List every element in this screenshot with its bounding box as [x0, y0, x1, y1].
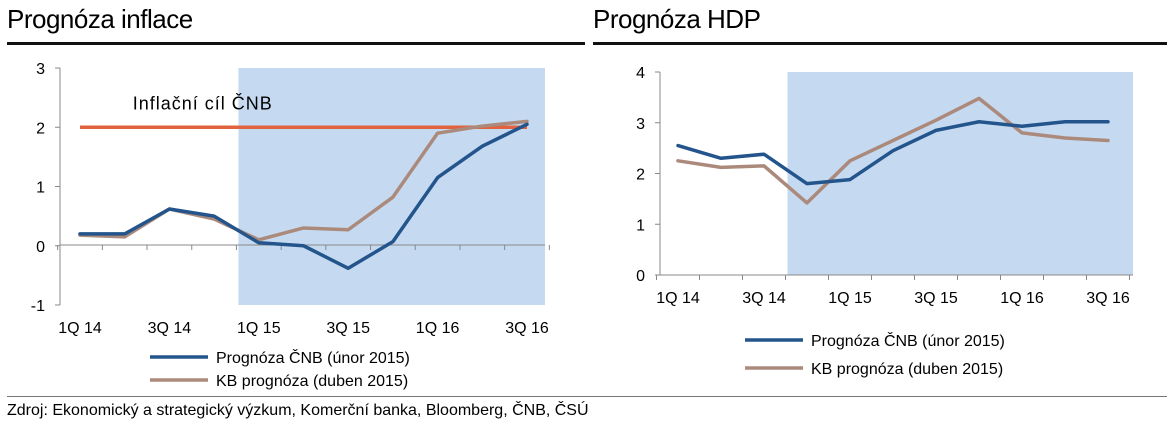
inflation-x-tick-label: 1Q 14: [58, 320, 102, 337]
gdp-legend-label-kb: KB prognóza (duben 2015): [811, 361, 1003, 378]
inflation-legend-label-kb: KB prognóza (duben 2015): [216, 373, 408, 390]
inflation-y-tick-label: 1: [36, 180, 45, 197]
gdp-x-tick-label: 1Q 15: [828, 290, 872, 307]
inflation-legend-label-cnb: Prognóza ČNB (únor 2015): [216, 348, 410, 367]
title-rule-right: [593, 42, 1167, 45]
source-note: Zdroj: Ekonomický a strategický výzkum, …: [7, 402, 589, 419]
inflation-y-tick-label: 0: [36, 239, 45, 256]
gdp-y-tick-label: 4: [636, 65, 645, 82]
gdp-x-tick-label: 1Q 16: [1000, 290, 1044, 307]
gdp-legend-label-cnb: Prognóza ČNB (únor 2015): [811, 331, 1005, 350]
gdp-series-cnb-line: [676, 119, 1110, 186]
gdp-series-kb-line: [676, 96, 1110, 205]
title-rule-left: [7, 42, 585, 45]
inflation-y-tick-label: 2: [36, 120, 45, 137]
inflation-target-label: Inflační cíl ČNB: [133, 92, 273, 113]
inflation-x-tick-label: 3Q 14: [148, 320, 192, 337]
inflation-x-tick-label: 1Q 15: [237, 320, 281, 337]
gdp-forecast-region: [787, 72, 1133, 275]
inflation-x-tick-label: 1Q 16: [416, 320, 460, 337]
gdp-y-tick-label: 2: [636, 167, 645, 184]
inflation-series-cnb-line: [78, 122, 529, 271]
gdp-x-tick-label: 3Q 14: [742, 290, 786, 307]
gdp-x-tick-label: 1Q 14: [656, 290, 700, 307]
source-divider: [7, 396, 1167, 397]
gdp-chart-title: Prognóza HDP: [593, 4, 761, 34]
gdp-x-tick-label: 3Q 15: [914, 290, 958, 307]
inflation-forecast-region: [238, 68, 545, 305]
inflation-chart-title: Prognóza inflace: [7, 4, 193, 34]
inflation-y-tick-label: 3: [36, 61, 45, 78]
gdp-x-tick-label: 3Q 16: [1086, 290, 1130, 307]
inflation-x-tick-label: 3Q 15: [326, 320, 370, 337]
inflation-y-tick-label: -1: [31, 298, 45, 315]
inflation-x-tick-label: 3Q 16: [505, 320, 549, 337]
gdp-y-tick-label: 3: [636, 116, 645, 133]
gdp-y-tick-label: 1: [636, 217, 645, 234]
gdp-y-tick-label: 0: [636, 268, 645, 285]
